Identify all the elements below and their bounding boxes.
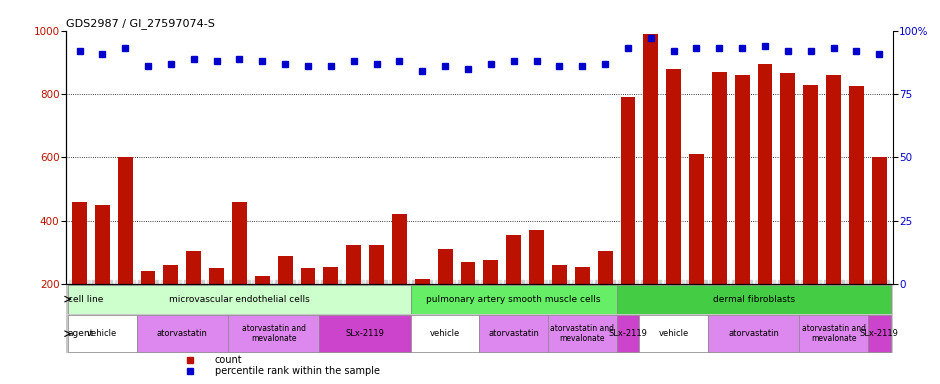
Text: SLx-2119: SLx-2119 [346, 329, 384, 338]
Bar [255, 276, 270, 348]
Bar [277, 256, 292, 348]
Bar [461, 262, 476, 348]
Bar [68, 315, 136, 353]
Bar [548, 315, 617, 353]
Bar [799, 315, 868, 353]
Bar [620, 97, 635, 348]
Bar [411, 285, 617, 313]
Bar [708, 315, 799, 353]
Bar [72, 202, 86, 348]
Bar [617, 315, 639, 353]
Text: vehicle: vehicle [659, 329, 689, 338]
Bar [479, 315, 548, 353]
Text: atorvastatin: atorvastatin [728, 329, 779, 338]
Bar [320, 315, 411, 353]
Bar [438, 249, 452, 348]
Bar [804, 84, 818, 348]
Text: count: count [214, 355, 243, 365]
Bar [210, 268, 224, 348]
Bar [411, 315, 479, 353]
Bar [598, 251, 613, 348]
Bar [483, 260, 498, 348]
Bar [574, 267, 589, 348]
Bar [643, 34, 658, 348]
Text: SLx-2119: SLx-2119 [608, 329, 648, 338]
Bar [301, 268, 316, 348]
Bar [868, 315, 891, 353]
Text: vehicle: vehicle [430, 329, 461, 338]
Text: vehicle: vehicle [87, 329, 118, 338]
Bar [68, 285, 411, 313]
Bar [529, 230, 544, 348]
Bar [712, 72, 727, 348]
Bar [136, 315, 228, 353]
Bar [780, 73, 795, 348]
Text: pulmonary artery smooth muscle cells: pulmonary artery smooth muscle cells [427, 295, 601, 304]
Text: percentile rank within the sample: percentile rank within the sample [214, 366, 380, 376]
Bar [95, 205, 110, 348]
Bar [186, 251, 201, 348]
Text: agent: agent [68, 329, 94, 338]
Bar [689, 154, 704, 348]
Text: dermal fibroblasts: dermal fibroblasts [713, 295, 794, 304]
Text: GDS2987 / GI_27597074-S: GDS2987 / GI_27597074-S [66, 18, 214, 30]
Bar [415, 280, 430, 348]
Bar [118, 157, 133, 348]
Bar [849, 86, 864, 348]
Bar [228, 315, 320, 353]
Text: atorvastatin and
mevalonate: atorvastatin and mevalonate [550, 324, 614, 343]
Bar [141, 271, 155, 348]
Bar [346, 245, 361, 348]
Bar [507, 235, 521, 348]
Text: SLx-2119: SLx-2119 [860, 329, 899, 338]
Bar [826, 75, 841, 348]
Bar [617, 285, 891, 313]
Bar [735, 75, 749, 348]
Text: atorvastatin: atorvastatin [157, 329, 208, 338]
Bar [666, 69, 681, 348]
Bar [552, 265, 567, 348]
Text: atorvastatin and
mevalonate: atorvastatin and mevalonate [802, 324, 866, 343]
Bar [392, 214, 407, 348]
Text: atorvastatin: atorvastatin [488, 329, 540, 338]
Bar [369, 245, 384, 348]
Text: microvascular endothelial cells: microvascular endothelial cells [169, 295, 310, 304]
Bar [164, 265, 179, 348]
Text: cell line: cell line [68, 295, 103, 304]
Bar [639, 315, 708, 353]
Text: atorvastatin and
mevalonate: atorvastatin and mevalonate [242, 324, 306, 343]
Bar [232, 202, 247, 348]
Bar [872, 157, 886, 348]
Bar [758, 64, 773, 348]
Bar [323, 267, 338, 348]
